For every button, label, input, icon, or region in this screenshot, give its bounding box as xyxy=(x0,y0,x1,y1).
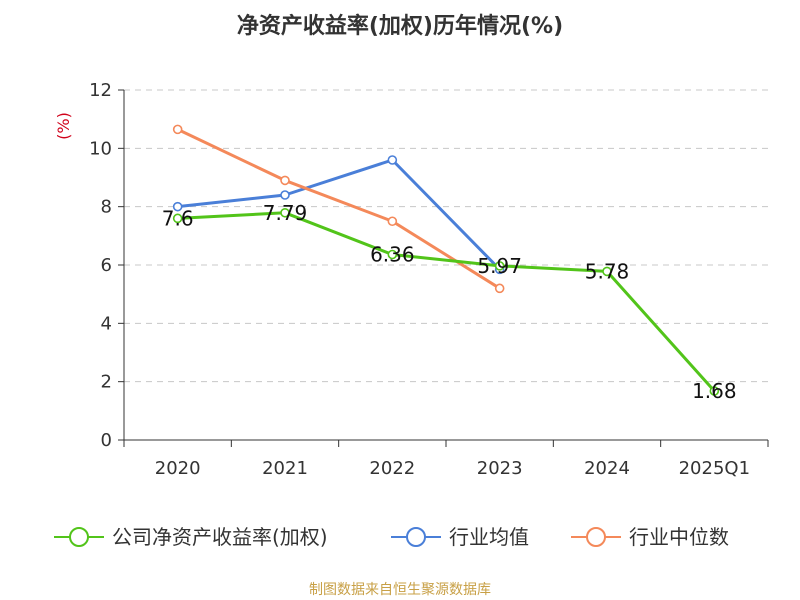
y-tick-label: 4 xyxy=(101,313,112,334)
legend-item[interactable]: 行业均值 xyxy=(391,525,529,549)
data-label: 7.6 xyxy=(162,206,194,230)
data-label: 6.36 xyxy=(370,243,415,267)
data-label: 7.79 xyxy=(263,201,308,225)
series-group xyxy=(172,124,720,396)
legend-label: 行业均值 xyxy=(449,525,529,549)
data-point[interactable] xyxy=(280,175,290,186)
y-axis-label: (%) xyxy=(54,112,73,140)
chart-title: 净资产收益率(加权)历年情况(%) xyxy=(236,14,564,39)
series-line xyxy=(177,211,716,393)
x-tick-label: 2022 xyxy=(369,458,415,479)
series-line xyxy=(177,128,501,290)
legend: 公司净资产收益率(加权) 行业均值 行业中位数 xyxy=(54,525,729,549)
data-point[interactable] xyxy=(709,386,720,396)
source-footer: 制图数据来自恒生聚源数据库 xyxy=(309,582,491,598)
y-tick-label: 8 xyxy=(101,197,112,218)
series-line xyxy=(177,158,501,271)
legend-label: 公司净资产收益率(加权) xyxy=(112,525,328,549)
x-tick-label: 2023 xyxy=(477,458,523,479)
axes: 0 2 4 6 8 10 12 2020 2021 2022 2023 2024 2025Q1 xyxy=(89,80,769,479)
x-tick-label: 2024 xyxy=(584,458,630,479)
legend-item[interactable]: 公司净资产收益率(加权) xyxy=(54,525,328,549)
legend-marker xyxy=(586,527,606,547)
data-point[interactable] xyxy=(387,249,398,260)
legend-item[interactable]: 行业中位数 xyxy=(571,525,729,549)
data-point[interactable] xyxy=(280,190,290,200)
data-point[interactable] xyxy=(172,201,183,212)
data-point[interactable] xyxy=(602,266,612,277)
legend-marker xyxy=(69,527,89,547)
data-point[interactable] xyxy=(387,216,398,227)
data-label: 5.78 xyxy=(585,259,630,283)
y-tick-label: 0 xyxy=(101,430,112,451)
y-tick-label: 6 xyxy=(101,255,112,276)
y-tick-label: 10 xyxy=(89,138,112,159)
data-point[interactable] xyxy=(494,283,505,294)
data-labels: 7.6 7.79 6.36 5.97 5.78 1.68 xyxy=(162,201,737,403)
data-label: 1.68 xyxy=(692,379,737,403)
data-point[interactable] xyxy=(172,124,183,135)
x-tick-label: 2025Q1 xyxy=(679,458,750,479)
legend-marker xyxy=(406,527,426,547)
y-tick-label: 2 xyxy=(101,372,112,393)
legend-label: 行业中位数 xyxy=(629,525,729,549)
x-tick-label: 2021 xyxy=(262,458,308,479)
data-label: 5.97 xyxy=(477,254,522,278)
grid-lines xyxy=(124,89,768,383)
data-point[interactable] xyxy=(172,213,183,224)
data-point[interactable] xyxy=(280,207,290,218)
data-point[interactable] xyxy=(494,261,505,271)
data-point[interactable] xyxy=(387,155,398,165)
y-tick-label: 12 xyxy=(89,80,112,101)
x-tick-label: 2020 xyxy=(155,458,201,479)
